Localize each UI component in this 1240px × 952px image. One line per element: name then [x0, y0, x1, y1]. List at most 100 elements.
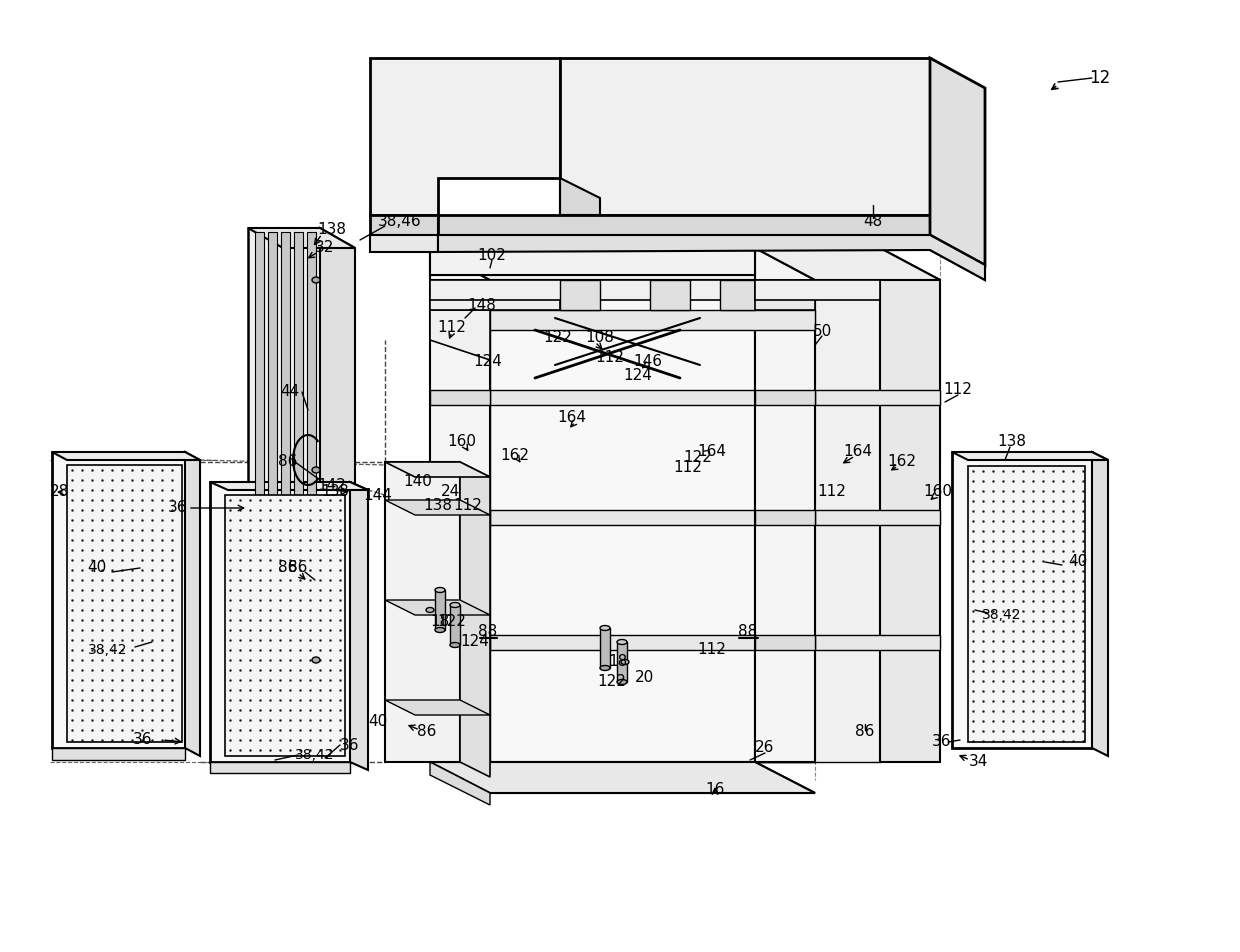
Polygon shape — [67, 465, 182, 742]
Text: 20: 20 — [635, 670, 655, 685]
Text: 36: 36 — [133, 732, 153, 747]
Polygon shape — [618, 642, 627, 682]
Polygon shape — [430, 762, 490, 805]
Polygon shape — [384, 462, 460, 762]
Polygon shape — [210, 482, 368, 490]
Polygon shape — [430, 280, 560, 310]
Text: 38,42: 38,42 — [982, 608, 1022, 622]
Polygon shape — [52, 452, 185, 748]
Text: 122: 122 — [683, 449, 713, 465]
Ellipse shape — [621, 660, 629, 664]
Ellipse shape — [427, 607, 434, 612]
Polygon shape — [755, 248, 815, 762]
Text: 44: 44 — [280, 385, 300, 400]
Polygon shape — [430, 248, 815, 280]
Text: 112: 112 — [438, 321, 466, 335]
Polygon shape — [370, 215, 438, 235]
Polygon shape — [224, 495, 345, 756]
Polygon shape — [430, 762, 815, 793]
Polygon shape — [435, 590, 445, 630]
Text: 40: 40 — [87, 561, 107, 576]
Text: 40: 40 — [1069, 554, 1087, 569]
Text: 122: 122 — [438, 614, 466, 629]
Polygon shape — [560, 280, 600, 310]
Polygon shape — [370, 235, 438, 252]
Text: 86: 86 — [278, 454, 298, 469]
Text: 108: 108 — [585, 330, 615, 346]
Text: 144: 144 — [363, 487, 392, 503]
Polygon shape — [952, 452, 1109, 460]
Ellipse shape — [312, 277, 320, 283]
Text: 28: 28 — [50, 485, 69, 500]
Polygon shape — [755, 635, 815, 650]
Text: 162: 162 — [501, 447, 529, 463]
Text: 124: 124 — [460, 634, 490, 649]
Text: 88: 88 — [738, 625, 758, 640]
Text: 124: 124 — [474, 354, 502, 369]
Text: 48: 48 — [863, 214, 883, 229]
Text: 18: 18 — [430, 614, 450, 629]
Polygon shape — [430, 280, 755, 300]
Text: 112: 112 — [698, 643, 727, 658]
Polygon shape — [560, 178, 600, 215]
Polygon shape — [755, 510, 815, 525]
Ellipse shape — [618, 680, 627, 684]
Text: 86: 86 — [856, 724, 874, 740]
Polygon shape — [450, 605, 460, 645]
Polygon shape — [930, 58, 985, 265]
Text: 138: 138 — [317, 223, 346, 237]
Text: 112: 112 — [817, 485, 847, 500]
Polygon shape — [755, 248, 940, 280]
Ellipse shape — [435, 587, 445, 592]
Text: 164: 164 — [843, 445, 873, 460]
Polygon shape — [430, 762, 815, 793]
Text: 142: 142 — [317, 478, 346, 492]
Text: 112: 112 — [454, 498, 482, 512]
Text: 122: 122 — [598, 675, 626, 689]
Text: 140: 140 — [403, 474, 433, 489]
Text: 164: 164 — [697, 445, 727, 460]
Polygon shape — [438, 215, 930, 235]
Polygon shape — [430, 280, 560, 310]
Polygon shape — [815, 390, 940, 405]
Polygon shape — [755, 280, 815, 310]
Text: 86: 86 — [278, 561, 298, 576]
Ellipse shape — [600, 625, 610, 630]
Polygon shape — [1092, 452, 1109, 756]
Polygon shape — [248, 228, 320, 720]
Polygon shape — [460, 462, 490, 777]
Polygon shape — [755, 390, 815, 405]
Polygon shape — [490, 510, 815, 525]
Text: 160: 160 — [448, 434, 476, 449]
Text: 112: 112 — [944, 383, 972, 398]
Polygon shape — [600, 628, 610, 668]
Text: 124: 124 — [624, 367, 652, 383]
Text: 146: 146 — [634, 354, 662, 369]
Polygon shape — [185, 452, 200, 756]
Text: 112: 112 — [595, 349, 625, 365]
Text: 138: 138 — [424, 498, 453, 512]
Polygon shape — [490, 310, 815, 330]
Ellipse shape — [435, 627, 445, 632]
Text: 160: 160 — [924, 485, 952, 500]
Polygon shape — [490, 635, 815, 650]
Text: 122: 122 — [543, 330, 573, 346]
Text: 112: 112 — [673, 460, 702, 474]
Polygon shape — [880, 248, 940, 762]
Polygon shape — [755, 248, 880, 762]
Polygon shape — [815, 635, 940, 650]
Polygon shape — [430, 635, 490, 650]
Polygon shape — [720, 280, 755, 310]
Polygon shape — [52, 748, 185, 760]
Ellipse shape — [450, 643, 460, 647]
Polygon shape — [815, 510, 940, 525]
Polygon shape — [755, 248, 815, 762]
Text: 50: 50 — [812, 325, 832, 340]
Text: 86: 86 — [418, 724, 436, 740]
Polygon shape — [370, 58, 560, 215]
Polygon shape — [490, 280, 815, 762]
Polygon shape — [650, 280, 689, 310]
Polygon shape — [430, 248, 490, 762]
Polygon shape — [210, 482, 350, 762]
Polygon shape — [430, 390, 490, 405]
